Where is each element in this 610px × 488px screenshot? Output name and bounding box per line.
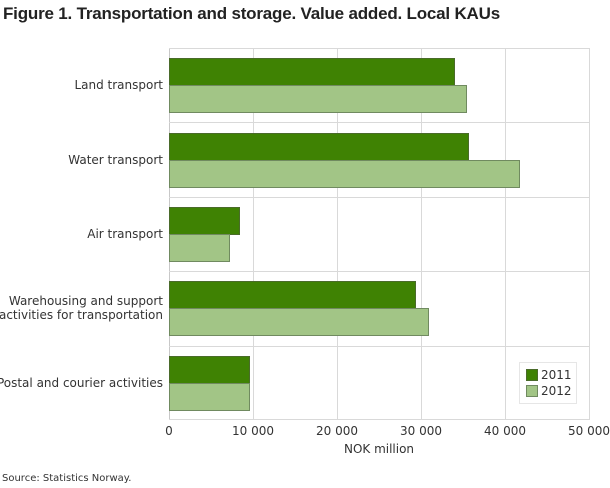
vertical-gridline: [589, 48, 590, 420]
vertical-gridline: [505, 48, 506, 420]
horizontal-gridline: [169, 419, 589, 420]
x-tick-label: 40 000: [484, 424, 526, 438]
legend-swatch-2012: [526, 385, 538, 397]
legend-item-2011: 2011: [526, 368, 572, 382]
x-tick-label: 10 000: [232, 424, 274, 438]
x-tick-label: 30 000: [400, 424, 442, 438]
horizontal-gridline: [169, 345, 589, 347]
x-tick-label: 20 000: [316, 424, 358, 438]
legend: 2011 2012: [519, 362, 577, 404]
plot-area: [169, 48, 590, 420]
bar-2011: [169, 207, 241, 235]
bar-2012: [169, 382, 250, 411]
vertical-gridline: [337, 48, 338, 420]
x-tick-label: 50 000: [568, 424, 610, 438]
bar-2012: [169, 159, 521, 188]
chart-title: Figure 1. Transportation and storage. Va…: [3, 4, 500, 23]
x-axis-label: NOK million: [343, 442, 415, 456]
source-note: Source: Statistics Norway.: [2, 473, 132, 484]
horizontal-gridline: [169, 122, 589, 124]
x-tick-label: 0: [165, 424, 173, 438]
horizontal-gridline: [169, 271, 589, 273]
bar-2011: [169, 355, 250, 384]
bar-2011: [169, 281, 416, 310]
category-label: Air transport: [87, 227, 163, 241]
bar-2012: [169, 308, 430, 337]
legend-swatch-2011: [526, 369, 538, 381]
horizontal-gridline: [169, 48, 589, 49]
category-label: Postal and courier activities: [0, 375, 163, 390]
legend-item-2012: 2012: [526, 384, 572, 398]
category-label: Warehousing and support activities for tr…: [0, 294, 163, 323]
legend-label-2012: 2012: [541, 384, 572, 398]
category-label: Water transport: [68, 152, 163, 167]
vertical-gridline: [421, 48, 422, 420]
category-label: Land transport: [74, 78, 163, 93]
bar-2012: [169, 234, 231, 262]
legend-label-2011: 2011: [541, 368, 572, 382]
vertical-gridline: [253, 48, 254, 420]
bar-2011: [169, 58, 456, 87]
horizontal-gridline: [169, 196, 589, 198]
bar-2011: [169, 132, 469, 161]
bar-2012: [169, 85, 468, 114]
